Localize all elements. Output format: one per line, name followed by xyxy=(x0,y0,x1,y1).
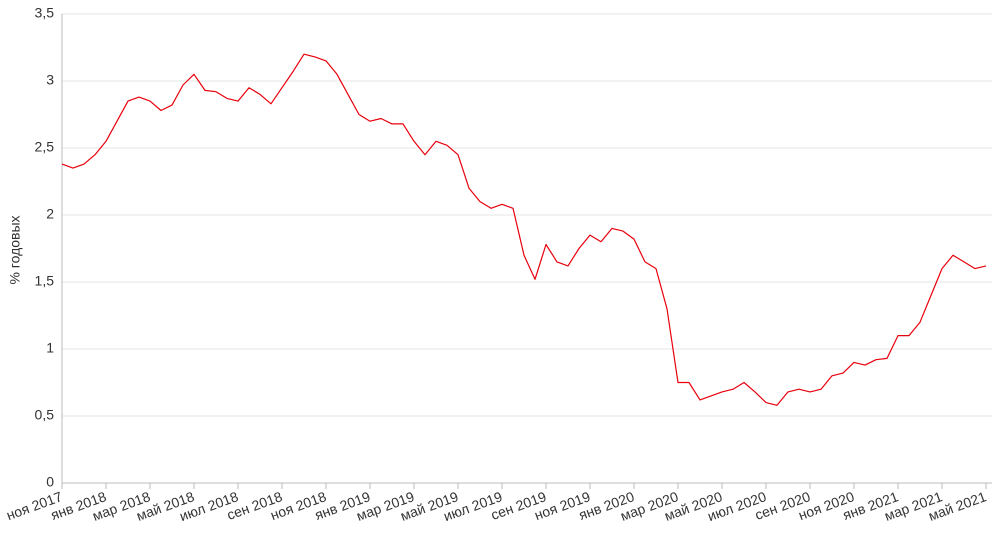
y-tick-label: 2,5 xyxy=(35,139,55,155)
y-axis-label: % годовых xyxy=(7,215,23,284)
y-tick-label: 2 xyxy=(46,206,54,222)
series-line xyxy=(61,53,987,406)
y-tick-label: 0,5 xyxy=(35,407,55,423)
y-tick-label: 3,5 xyxy=(35,5,55,21)
y-tick-label: 3 xyxy=(46,72,54,88)
y-tick-label: 1 xyxy=(46,340,54,356)
y-tick-label: 1,5 xyxy=(35,273,55,289)
y-tick-label: 0 xyxy=(46,474,54,490)
